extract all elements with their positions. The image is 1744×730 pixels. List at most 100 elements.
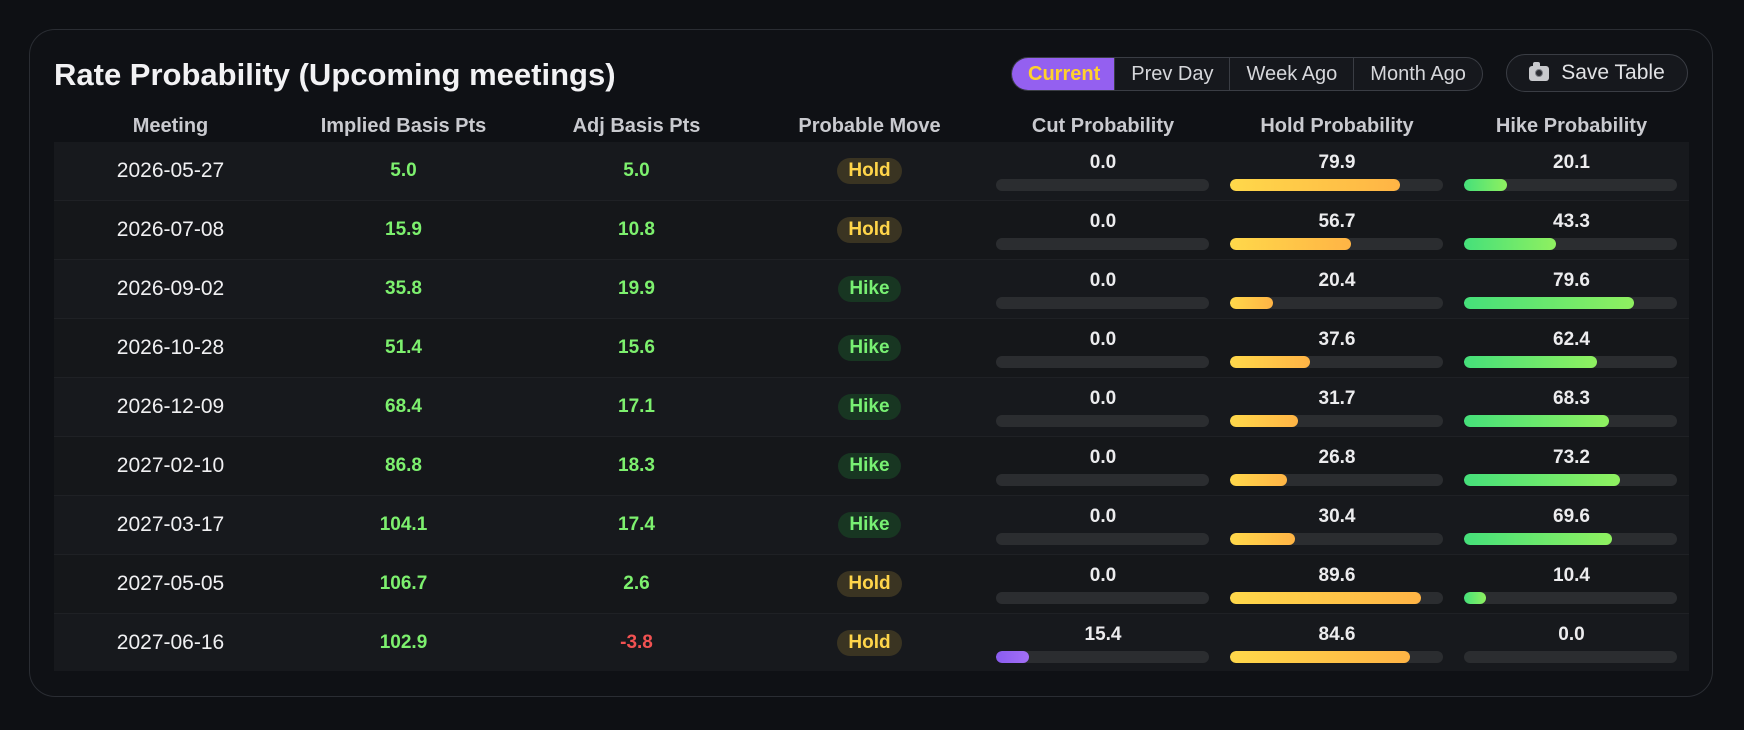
hold-probability-track [1230,238,1443,250]
hold-probability-value: 79.9 [1318,152,1356,173]
probable-move-badge: Hold [837,571,902,597]
cell-hold-probability: 84.6 [1220,614,1454,671]
cell-hike-probability: 20.1 [1454,142,1689,200]
cell-hike-probability: 68.3 [1454,378,1689,436]
cut-probability-value: 0.0 [1089,211,1117,232]
implied-basis-pts: 15.9 [385,219,422,240]
meeting-date: 2026-12-09 [116,395,225,418]
probable-move-badge: Hike [838,394,901,420]
cell-cut-probability: 0.0 [986,319,1220,377]
meeting-date: 2026-09-02 [116,277,225,300]
hike-probability-bar [1464,533,1613,545]
cell-adj: 5.0 [520,142,753,200]
table-row: 2026-05-27 5.0 5.0 Hold 0.0 79.9 20.1 [54,142,1689,201]
implied-basis-pts: 68.4 [385,396,422,417]
cell-cut-probability: 0.0 [986,437,1220,495]
segment-current[interactable]: Current [1012,58,1115,90]
cut-probability-value: 15.4 [1084,624,1122,645]
cell-move: Hold [753,555,986,613]
segment-month-ago[interactable]: Month Ago [1353,58,1482,90]
hike-probability-value: 79.6 [1553,270,1590,291]
hold-probability-value: 37.6 [1318,329,1356,350]
header-hike-probability[interactable]: Hike Probability [1495,114,1648,137]
hike-probability-track [1464,238,1677,250]
cell-meeting: 2027-03-17 [54,496,287,554]
probable-move-badge: Hike [838,335,901,361]
cell-meeting: 2027-02-10 [54,437,287,495]
cell-move: Hike [753,496,986,554]
header-implied-basis-pts[interactable]: Implied Basis Pts [320,114,487,137]
hike-probability-value: 43.3 [1553,211,1590,232]
cell-cut-probability: 0.0 [986,555,1220,613]
cut-probability-value: 0.0 [1089,329,1117,350]
probable-move-badge: Hold [837,158,902,184]
save-table-button[interactable]: Save Table [1506,54,1688,92]
hold-probability-bar [1230,356,1311,368]
adj-basis-pts: 2.6 [623,573,650,594]
table-row: 2027-02-10 86.8 18.3 Hike 0.0 26.8 73.2 [54,437,1689,496]
cut-probability-value: 0.0 [1089,152,1117,173]
cut-probability-value: 0.0 [1089,447,1117,468]
segment-week-ago[interactable]: Week Ago [1229,58,1353,90]
cut-probability-track [996,474,1209,486]
header-meeting[interactable]: Meeting [132,114,209,137]
header-adj-basis-pts[interactable]: Adj Basis Pts [572,114,701,137]
cut-probability-value: 0.0 [1089,506,1117,527]
cell-implied: 15.9 [287,201,520,259]
cell-hold-probability: 31.7 [1220,378,1454,436]
cut-probability-track [996,297,1209,309]
cell-meeting: 2026-05-27 [54,142,287,200]
cell-hold-probability: 20.4 [1220,260,1454,318]
cell-cut-probability: 0.0 [986,378,1220,436]
hold-probability-bar [1230,179,1401,191]
hold-probability-bar [1230,533,1295,545]
cell-implied: 86.8 [287,437,520,495]
hold-probability-bar [1230,238,1351,250]
cell-cut-probability: 0.0 [986,260,1220,318]
hold-probability-track [1230,533,1443,545]
adj-basis-pts: 10.8 [618,219,655,240]
hike-probability-bar [1464,474,1620,486]
cell-implied: 51.4 [287,319,520,377]
hike-probability-track [1464,474,1677,486]
meeting-date: 2026-10-28 [116,336,225,359]
hike-probability-bar [1464,592,1487,604]
hike-probability-track [1464,356,1677,368]
cut-probability-value: 0.0 [1089,565,1117,586]
header-hold-probability[interactable]: Hold Probability [1260,114,1414,137]
table-row: 2026-10-28 51.4 15.6 Hike 0.0 37.6 62.4 [54,319,1689,378]
probable-move-badge: Hike [838,512,901,538]
meeting-date: 2027-02-10 [116,454,225,477]
cell-implied: 68.4 [287,378,520,436]
rate-probability-panel: Rate Probability (Upcoming meetings) Cur… [29,29,1713,697]
cell-hike-probability: 79.6 [1454,260,1689,318]
implied-basis-pts: 86.8 [385,455,422,476]
hike-probability-value: 69.6 [1553,506,1590,527]
header-probable-move[interactable]: Probable Move [798,114,941,137]
cut-probability-track [996,415,1209,427]
cut-probability-track [996,651,1209,663]
hold-probability-bar [1230,297,1274,309]
camera-icon [1529,61,1550,81]
cell-cut-probability: 0.0 [986,496,1220,554]
cell-meeting: 2026-07-08 [54,201,287,259]
hike-probability-bar [1464,238,1557,250]
header-cut-probability[interactable]: Cut Probability [1031,114,1175,137]
segment-prev-day[interactable]: Prev Day [1114,58,1229,90]
probable-move-badge: Hike [838,276,901,302]
cell-implied: 106.7 [287,555,520,613]
cell-move: Hike [753,319,986,377]
hike-probability-value: 73.2 [1553,447,1590,468]
implied-basis-pts: 5.0 [390,160,417,181]
hike-probability-value: 10.4 [1553,565,1590,586]
table-body: 2026-05-27 5.0 5.0 Hold 0.0 79.9 20.1 2026-07-0… [54,142,1689,671]
adj-basis-pts: 17.4 [618,514,655,535]
cell-cut-probability: 0.0 [986,142,1220,200]
adj-basis-pts: 5.0 [623,160,650,181]
cell-hike-probability: 69.6 [1454,496,1689,554]
table-row: 2026-09-02 35.8 19.9 Hike 0.0 20.4 79.6 [54,260,1689,319]
hike-probability-bar [1464,415,1610,427]
hold-probability-bar [1230,592,1421,604]
cell-adj: 15.6 [520,319,753,377]
hike-probability-track [1464,297,1677,309]
